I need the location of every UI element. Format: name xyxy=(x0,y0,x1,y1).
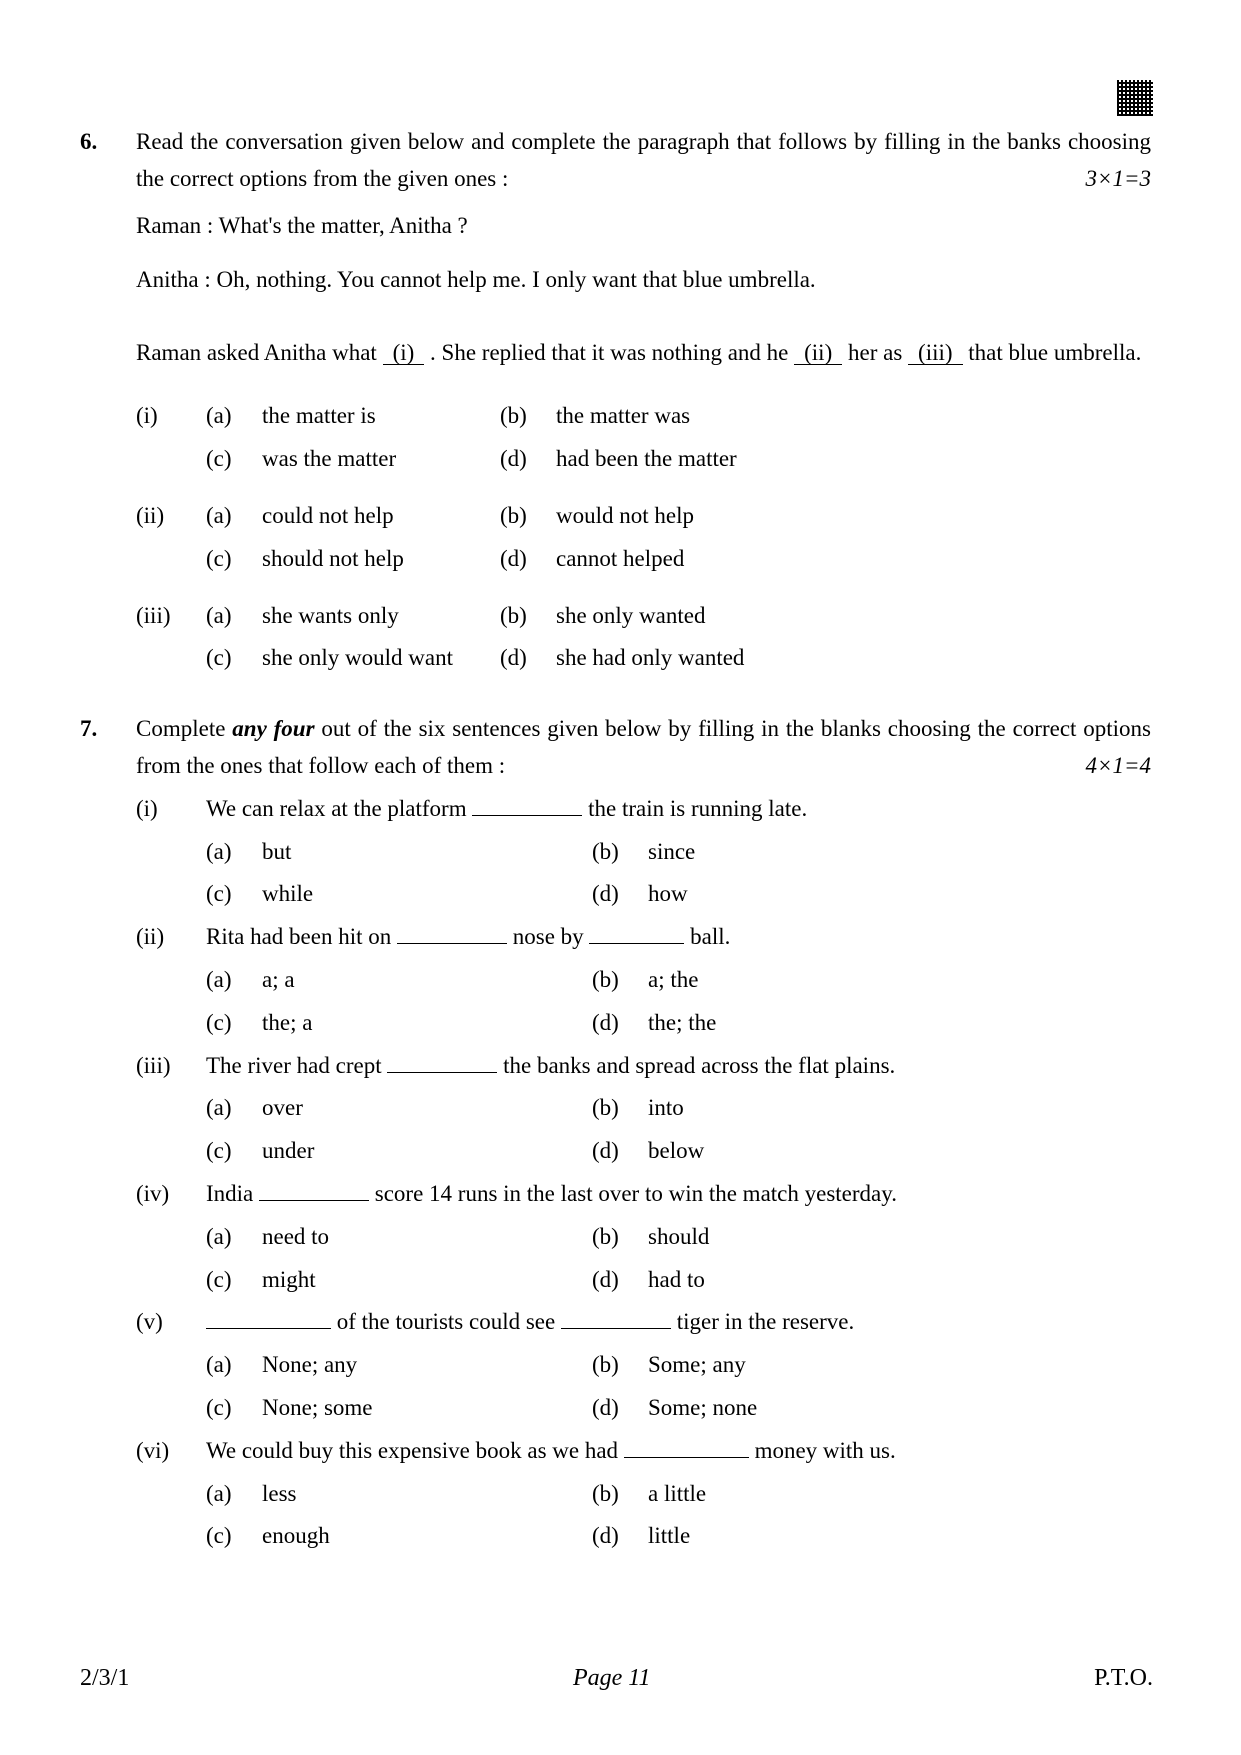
fill-blank xyxy=(624,1438,749,1457)
q7-subquestion: (i)We can relax at the platform the trai… xyxy=(136,791,1151,913)
opt-letter: (b) xyxy=(592,1090,648,1127)
fill-blank xyxy=(561,1310,671,1329)
blank-i: (i) xyxy=(383,341,425,365)
fill-blank xyxy=(206,1310,331,1329)
opt-text: under xyxy=(262,1133,592,1170)
opt-letter: (b) xyxy=(592,834,648,871)
opt-text: None; any xyxy=(262,1347,592,1384)
opt-letter: (c) xyxy=(206,1518,262,1555)
opt-text: Some; any xyxy=(648,1347,1151,1384)
q6-marks: 3×1=3 xyxy=(1085,161,1151,198)
opt-text: but xyxy=(262,834,592,871)
opt-letter: (a) xyxy=(206,1090,262,1127)
sub-stem: We could buy this expensive book as we h… xyxy=(206,1433,1151,1470)
qr-code-icon xyxy=(1117,80,1153,116)
opt-letter: (c) xyxy=(206,876,262,913)
opt-letter: (d) xyxy=(592,1005,648,1042)
opt-letter: (a) xyxy=(206,1219,262,1256)
opt-text: into xyxy=(648,1090,1151,1127)
q6-paragraph: Raman asked Anitha what (i) . She replie… xyxy=(136,325,1151,380)
opt-text: need to xyxy=(262,1219,592,1256)
sub-stem: We can relax at the platform the train i… xyxy=(206,791,1151,828)
opt-text: Some; none xyxy=(648,1390,1151,1427)
opt-letter: (d) xyxy=(592,876,648,913)
opt-text: a; a xyxy=(262,962,592,999)
opt-letter: (c) xyxy=(206,1005,262,1042)
footer-right: P.T.O. xyxy=(1094,1659,1153,1697)
opt-text: might xyxy=(262,1262,592,1299)
opt-text: the; a xyxy=(262,1005,592,1042)
question-7: 7. Complete any four out of the six sent… xyxy=(80,711,1151,1561)
opt-text: little xyxy=(648,1518,1151,1555)
blank-iii: (iii) xyxy=(908,341,963,365)
q7-subquestion: (iv)India score 14 runs in the last over… xyxy=(136,1176,1151,1298)
sub-roman: (iv) xyxy=(136,1176,206,1213)
q6-instruction: Read the conversation given below and co… xyxy=(136,124,1151,198)
q7-subquestion: (iii)The river had crept the banks and s… xyxy=(136,1048,1151,1170)
opt-letter: (b) xyxy=(592,1476,648,1513)
sub-roman: (v) xyxy=(136,1304,206,1341)
fill-blank xyxy=(397,925,507,944)
footer-left: 2/3/1 xyxy=(80,1659,129,1697)
sub-roman: (i) xyxy=(136,791,206,828)
fill-blank xyxy=(472,796,582,815)
q6-dialog-1: Raman : What's the matter, Anitha ? xyxy=(136,208,1151,245)
opt-text: a little xyxy=(648,1476,1151,1513)
opt-letter: (b) xyxy=(592,1347,648,1384)
opt-letter: (d) xyxy=(592,1262,648,1299)
opt-letter: (a) xyxy=(206,1476,262,1513)
opt-letter: (c) xyxy=(206,1133,262,1170)
opt-text: the; the xyxy=(648,1005,1151,1042)
sub-stem: of the tourists could see tiger in the r… xyxy=(206,1304,1151,1341)
fill-blank xyxy=(259,1182,369,1201)
fill-blank xyxy=(387,1053,497,1072)
opt-text: less xyxy=(262,1476,592,1513)
opt-letter: (a) xyxy=(206,834,262,871)
q7-subquestion: (v) of the tourists could see tiger in t… xyxy=(136,1304,1151,1426)
opt-text: over xyxy=(262,1090,592,1127)
opt-letter: (c) xyxy=(206,1390,262,1427)
opt-letter: (d) xyxy=(592,1133,648,1170)
question-6: 6. Read the conversation given below and… xyxy=(80,124,1151,683)
sub-stem: The river had crept the banks and spread… xyxy=(206,1048,1151,1085)
opt-text: while xyxy=(262,876,592,913)
question-number: 6. xyxy=(80,124,136,683)
opt-letter: (a) xyxy=(206,962,262,999)
opt-text: since xyxy=(648,834,1151,871)
q6-dialog-2: Anitha : Oh, nothing. You cannot help me… xyxy=(136,262,1151,299)
opt-letter: (b) xyxy=(592,1219,648,1256)
q6-options: (i) (a) the matter is (b) the matter was… xyxy=(136,398,1151,677)
footer-center: Page 11 xyxy=(573,1659,651,1697)
opt-letter: (d) xyxy=(592,1390,648,1427)
opt-letter: (d) xyxy=(592,1518,648,1555)
sub-roman: (ii) xyxy=(136,919,206,956)
q7-instruction: Complete any four out of the six sentenc… xyxy=(136,711,1151,785)
q7-subquestion: (vi)We could buy this expensive book as … xyxy=(136,1433,1151,1555)
opt-text: had to xyxy=(648,1262,1151,1299)
opt-letter: (b) xyxy=(592,962,648,999)
page-footer: 2/3/1 Page 11 P.T.O. xyxy=(80,1659,1153,1697)
opt-text: a; the xyxy=(648,962,1151,999)
q7-marks: 4×1=4 xyxy=(1085,748,1151,785)
opt-text: enough xyxy=(262,1518,592,1555)
sub-stem: India score 14 runs in the last over to … xyxy=(206,1176,1151,1213)
opt-text: how xyxy=(648,876,1151,913)
opt-letter: (c) xyxy=(206,1262,262,1299)
fill-blank xyxy=(589,925,684,944)
opt-text: should xyxy=(648,1219,1151,1256)
sub-roman: (vi) xyxy=(136,1433,206,1470)
question-number: 7. xyxy=(80,711,136,1561)
blank-ii: (ii) xyxy=(794,341,842,365)
q6-instruction-text: Read the conversation given below and co… xyxy=(136,129,1151,191)
sub-stem: Rita had been hit on nose by ball. xyxy=(206,919,1151,956)
q7-subquestion: (ii)Rita had been hit on nose by ball. (a… xyxy=(136,919,1151,1041)
opt-text: below xyxy=(648,1133,1151,1170)
opt-text: None; some xyxy=(262,1390,592,1427)
sub-roman: (iii) xyxy=(136,1048,206,1085)
opt-letter: (a) xyxy=(206,1347,262,1384)
